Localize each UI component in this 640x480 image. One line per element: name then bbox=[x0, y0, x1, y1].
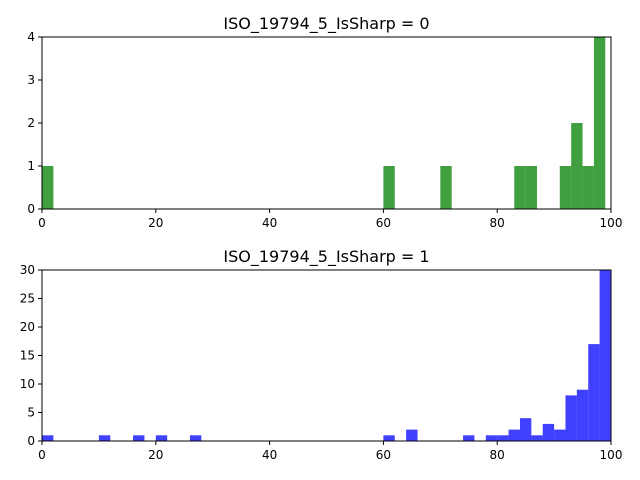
histogram-bar bbox=[519, 418, 532, 441]
histogram-bar bbox=[514, 166, 526, 209]
y-tick-label: 15 bbox=[20, 349, 35, 363]
histogram-bar bbox=[554, 429, 566, 441]
histogram-bar bbox=[525, 166, 538, 209]
axes-frame bbox=[41, 269, 612, 442]
y-tick-label: 10 bbox=[20, 377, 35, 391]
histogram-panel-bottom: ISO_19794_5_IsSharp = 1 0 20 40 60 80 100 0 5 10 1… bbox=[20, 247, 623, 462]
histogram-bar bbox=[565, 395, 577, 441]
histogram-bar bbox=[582, 166, 594, 209]
y-tick-label: 5 bbox=[27, 406, 35, 420]
histogram-bar bbox=[42, 166, 54, 209]
x-tick-label: 40 bbox=[262, 448, 277, 462]
histogram-bar bbox=[383, 435, 395, 441]
histogram-bar bbox=[155, 435, 168, 441]
y-tick-label: 25 bbox=[20, 292, 35, 306]
x-tick-label: 80 bbox=[490, 448, 505, 462]
x-tick-label: 100 bbox=[600, 448, 623, 462]
x-tick-label: 20 bbox=[148, 448, 163, 462]
histogram-bar bbox=[406, 429, 418, 441]
histogram-bar bbox=[588, 344, 600, 441]
histogram-bar bbox=[189, 435, 202, 441]
x-tick-label: 0 bbox=[38, 216, 46, 230]
histogram-bar bbox=[98, 435, 111, 441]
x-tick-label: 100 bbox=[600, 216, 623, 230]
x-tick-label: 40 bbox=[262, 216, 277, 230]
histogram-bar bbox=[497, 435, 509, 441]
y-tick-label: 30 bbox=[20, 263, 35, 277]
chart-title: ISO_19794_5_IsSharp = 1 bbox=[223, 247, 429, 267]
y-tick-label: 4 bbox=[27, 30, 35, 44]
x-tick-label: 60 bbox=[376, 448, 391, 462]
y-tick-label: 20 bbox=[20, 320, 35, 334]
y-tick-label: 3 bbox=[27, 73, 35, 87]
histogram-bar bbox=[593, 37, 606, 209]
y-tick-label: 2 bbox=[27, 116, 35, 130]
histogram-bar bbox=[440, 166, 452, 209]
y-tick-label: 0 bbox=[27, 202, 35, 216]
y-tick-label: 1 bbox=[27, 159, 35, 173]
histogram-bar bbox=[576, 389, 589, 441]
histogram-bar bbox=[463, 435, 475, 441]
x-tick-label: 20 bbox=[148, 216, 163, 230]
histogram-bar bbox=[599, 270, 611, 441]
chart-title: ISO_19794_5_IsSharp = 0 bbox=[223, 14, 429, 34]
histogram-bar bbox=[531, 435, 543, 441]
histogram-bar bbox=[559, 166, 572, 209]
histogram-bar bbox=[542, 423, 555, 441]
histogram-panel-top: ISO_19794_5_IsSharp = 0 0 20 40 60 80 100 0 1 2 3 4 bbox=[27, 14, 622, 230]
histogram-bar bbox=[508, 429, 520, 441]
histogram-bar bbox=[485, 435, 498, 441]
histogram-bar bbox=[571, 123, 583, 209]
x-tick-label: 0 bbox=[38, 448, 46, 462]
x-tick-label: 60 bbox=[376, 216, 391, 230]
histogram-bar bbox=[42, 435, 54, 441]
histogram-bar bbox=[133, 435, 145, 441]
y-tick-label: 0 bbox=[27, 434, 35, 448]
x-tick-label: 80 bbox=[490, 216, 505, 230]
histogram-bar bbox=[383, 166, 395, 209]
